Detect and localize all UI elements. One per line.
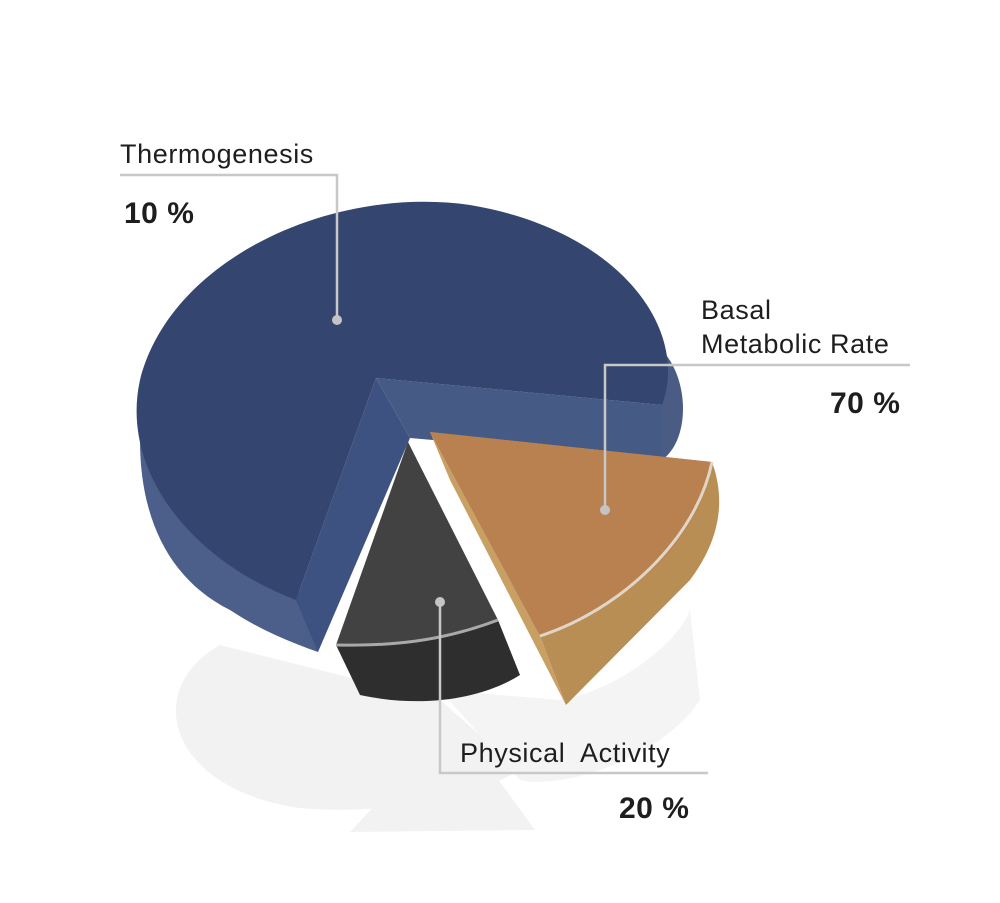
slice-physical-activity <box>430 432 720 705</box>
label-thermogenesis: Thermogenesis 10 % <box>120 139 314 230</box>
leader-thermogenesis <box>120 173 339 320</box>
dot-basal <box>600 505 610 515</box>
label-basal-metabolic-rate: Basal Metabolic Rate 70 % <box>701 295 900 420</box>
dot-physical <box>435 597 445 607</box>
label-value-physical: 20 % <box>619 792 689 825</box>
label-name-physical: Physical Activity <box>460 738 670 768</box>
label-name-thermogenesis: Thermogenesis <box>120 139 314 169</box>
label-name-basal-line1: Basal <box>701 295 772 325</box>
label-value-thermogenesis: 10 % <box>124 197 194 230</box>
leader-lines <box>120 173 910 775</box>
dot-thermogenesis <box>332 315 342 325</box>
leader-physical <box>438 602 708 775</box>
label-value-basal: 70 % <box>830 387 900 420</box>
label-name-basal-line2: Metabolic Rate <box>701 329 890 359</box>
chart-shadow <box>175 610 700 832</box>
slice-thermogenesis <box>335 442 520 702</box>
label-physical-activity: Physical Activity 20 % <box>460 738 689 825</box>
leader-basal <box>603 363 910 510</box>
